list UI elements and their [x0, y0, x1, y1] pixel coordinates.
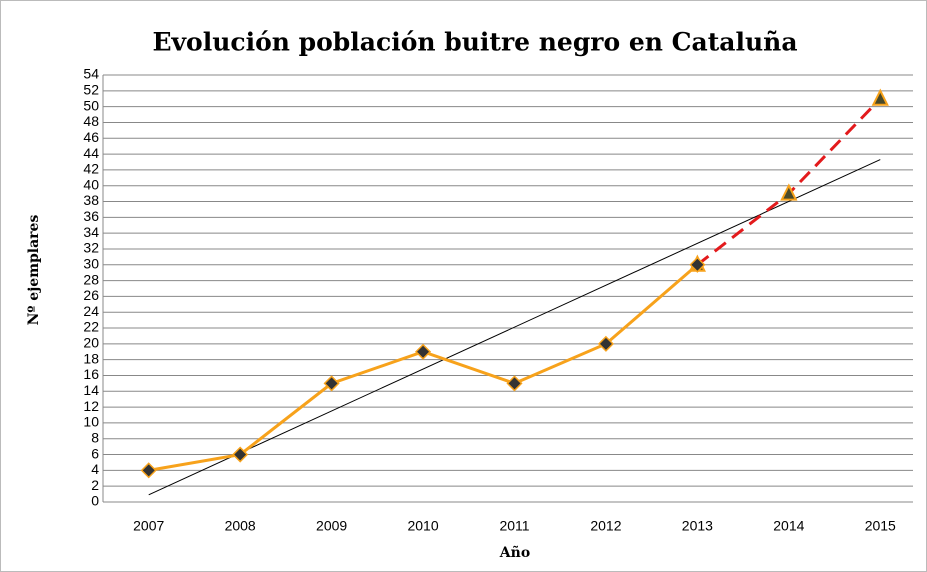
y-tick-label: 24	[83, 303, 99, 319]
y-tick-label: 36	[83, 208, 99, 224]
y-tick-label: 34	[83, 224, 99, 240]
y-tick-label: 38	[83, 192, 99, 208]
y-tick-label: 12	[83, 398, 99, 414]
y-tick-label: 18	[83, 350, 99, 366]
chart-title: Evolución población buitre negro en Cata…	[152, 28, 797, 57]
y-tick-label: 6	[91, 445, 99, 461]
point-marker	[871, 88, 889, 106]
y-tick-label: 40	[83, 176, 99, 192]
y-axis-label: Nº ejemplares	[26, 215, 42, 326]
y-tick-label: 16	[83, 366, 99, 382]
point-marker	[689, 256, 706, 273]
x-tick-label: 2011	[499, 518, 529, 534]
y-tick-label: 44	[83, 145, 99, 161]
y-tick-label: 30	[83, 255, 99, 271]
x-tick-label: 2015	[865, 518, 896, 534]
point-marker	[140, 462, 157, 479]
x-tick-label: 2010	[407, 518, 438, 534]
point-marker	[506, 375, 523, 392]
y-tick-label: 52	[83, 82, 99, 98]
y-tick-label: 8	[91, 429, 99, 445]
y-tick-label: 10	[83, 414, 99, 430]
x-tick-label: 2007	[133, 518, 164, 534]
x-tick-label: 2012	[590, 518, 621, 534]
point-marker	[414, 343, 432, 360]
point-marker	[232, 446, 249, 463]
y-tick-label: 50	[83, 97, 99, 113]
y-tick-label: 46	[83, 129, 99, 145]
x-tick-label: 2013	[682, 518, 713, 534]
y-tick-label: 26	[83, 287, 99, 303]
x-tick-label: 2009	[316, 518, 347, 534]
y-tick-label: 54	[83, 66, 99, 82]
y-tick-label: 0	[91, 493, 99, 509]
y-tick-label: 32	[83, 240, 99, 256]
x-axis-label: Año	[499, 544, 530, 561]
y-tick-label: 22	[83, 319, 99, 335]
y-tick-label: 4	[91, 461, 99, 477]
point-marker	[597, 335, 615, 352]
y-tick-label: 48	[83, 113, 99, 129]
y-tick-label: 28	[83, 271, 99, 287]
y-tick-label: 2	[91, 477, 99, 493]
y-tick-label: 42	[83, 161, 99, 177]
point-marker	[323, 375, 340, 392]
y-tick-label: 14	[83, 382, 99, 398]
y-tick-label: 20	[83, 335, 99, 351]
x-tick-label: 2008	[225, 518, 256, 534]
trendline	[148, 159, 881, 496]
point-marker	[780, 183, 798, 201]
x-tick-label: 2014	[773, 518, 804, 534]
